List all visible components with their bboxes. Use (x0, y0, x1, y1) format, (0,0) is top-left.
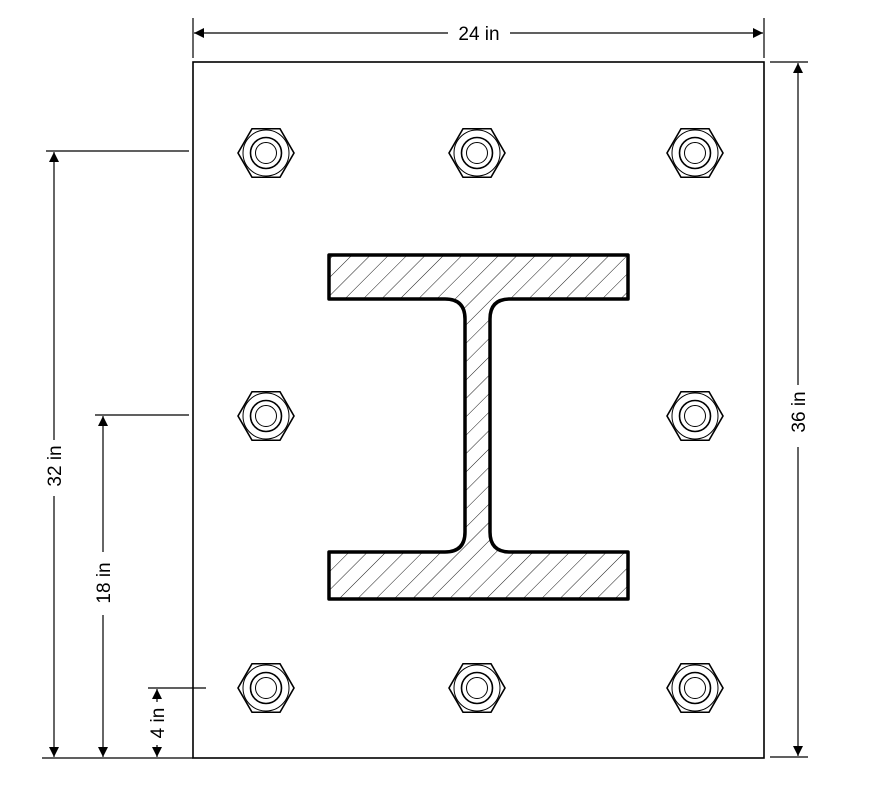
hex-nut-icon (237, 127, 295, 179)
upper-bolt-row-dimension: 32 in (45, 150, 189, 757)
lower-bolt-row-label: 4 in (148, 708, 169, 739)
hex-nut-icon (237, 662, 295, 714)
middle-bolt-row-dimension: 18 in (94, 414, 189, 757)
hex-nut-icon (448, 127, 506, 179)
upper-bolt-row-label: 32 in (45, 445, 66, 486)
hex-nut-icon (237, 390, 295, 442)
height-dimension: 36 in (770, 61, 810, 758)
lower-bolt-row-dimension: 4 in (148, 687, 206, 757)
i-beam-section-icon (327, 253, 630, 601)
width-dimension-label: 24 in (458, 24, 499, 45)
width-dimension: 24 in (192, 18, 765, 58)
middle-bolt-row-label: 18 in (94, 562, 115, 603)
hex-nut-icon (666, 662, 724, 714)
hex-nut-icon (448, 662, 506, 714)
bolts (237, 127, 724, 714)
hex-nut-icon (666, 390, 724, 442)
hex-nut-icon (666, 127, 724, 179)
height-dimension-label: 36 in (789, 391, 810, 432)
